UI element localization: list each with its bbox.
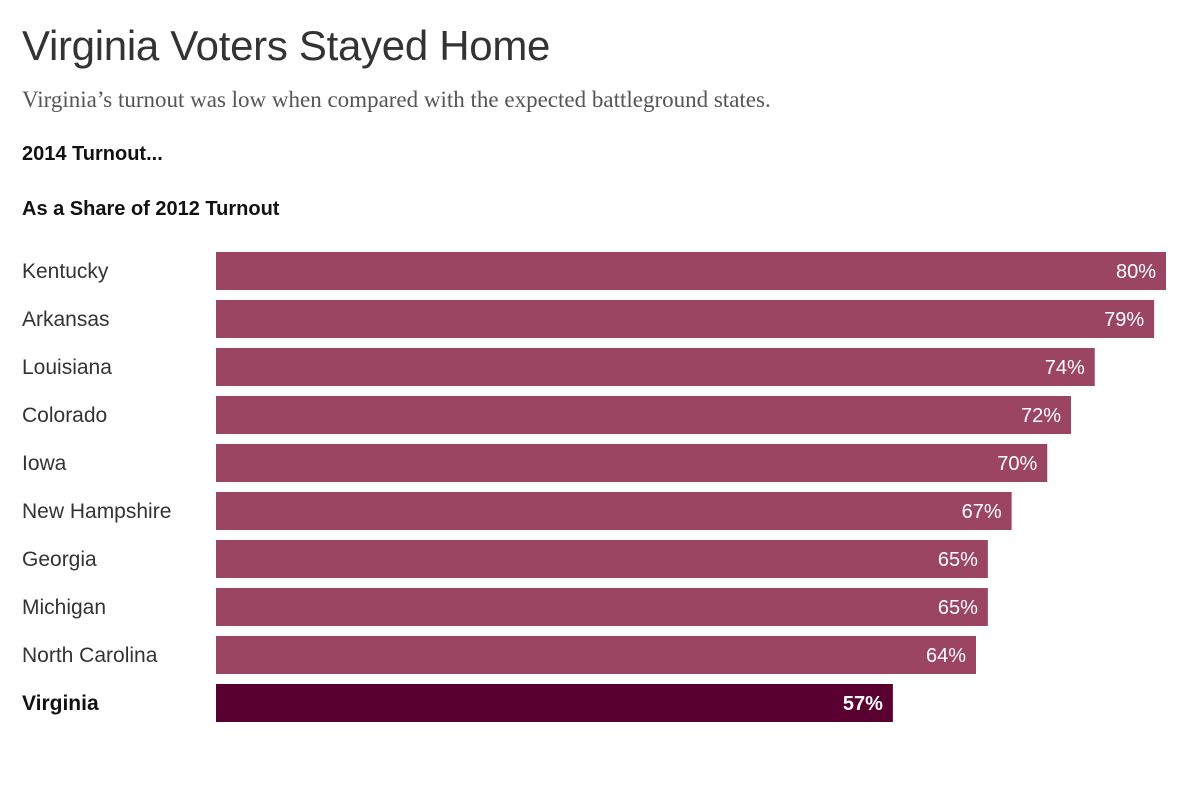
value-label-arkansas: 79% (1104, 309, 1144, 331)
category-label-michigan: Michigan (22, 596, 106, 619)
category-label-kentucky: Kentucky (22, 260, 109, 283)
chart-title: Virginia Voters Stayed Home (22, 22, 551, 69)
category-label-colorado: Colorado (22, 404, 107, 427)
bar-louisiana (216, 348, 1095, 386)
value-label-louisiana: 74% (1045, 357, 1085, 379)
category-label-georgia: Georgia (22, 548, 97, 571)
bar-iowa (216, 444, 1048, 482)
bar-north-carolina (216, 636, 976, 674)
value-label-colorado: 72% (1021, 405, 1061, 427)
bar-new-hampshire (216, 492, 1012, 530)
category-label-iowa: Iowa (22, 452, 67, 475)
chart-heading: 2014 Turnout... (22, 143, 163, 165)
value-label-iowa: 70% (997, 453, 1037, 475)
value-label-georgia: 65% (938, 549, 978, 571)
category-label-arkansas: Arkansas (22, 308, 110, 331)
value-label-virginia: 57% (843, 693, 883, 715)
category-label-louisiana: Louisiana (22, 356, 112, 379)
bar-colorado (216, 396, 1071, 434)
bar-virginia (216, 684, 893, 722)
bar-michigan (216, 588, 988, 626)
bar-georgia (216, 540, 988, 578)
category-label-virginia: Virginia (22, 692, 99, 715)
bar-kentucky (216, 252, 1166, 290)
chart-subheading: As a Share of 2012 Turnout (22, 198, 280, 220)
category-label-new-hampshire: New Hampshire (22, 500, 171, 523)
value-label-michigan: 65% (938, 597, 978, 619)
chart-subtitle: Virginia’s turnout was low when compared… (22, 87, 771, 112)
value-label-kentucky: 80% (1116, 261, 1156, 283)
value-label-north-carolina: 64% (926, 645, 966, 667)
category-label-north-carolina: North Carolina (22, 644, 158, 667)
bar-arkansas (216, 300, 1155, 338)
value-label-new-hampshire: 67% (962, 501, 1002, 523)
